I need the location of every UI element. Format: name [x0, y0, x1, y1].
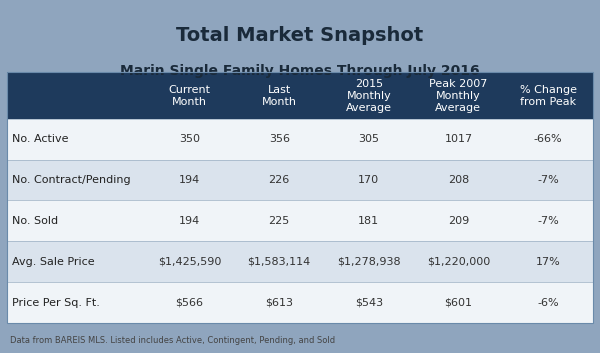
- Text: No. Sold: No. Sold: [12, 216, 58, 226]
- Text: 209: 209: [448, 216, 469, 226]
- Text: Total Market Snapshot: Total Market Snapshot: [176, 26, 424, 45]
- Text: % Change
from Peak: % Change from Peak: [520, 85, 577, 107]
- Text: Current
Month: Current Month: [169, 85, 211, 107]
- Text: 1017: 1017: [445, 134, 472, 144]
- Text: -7%: -7%: [537, 216, 559, 226]
- Text: $543: $543: [355, 298, 383, 307]
- Text: 194: 194: [179, 175, 200, 185]
- Text: $1,220,000: $1,220,000: [427, 257, 490, 267]
- Text: 208: 208: [448, 175, 469, 185]
- Text: 2015
Monthly
Average: 2015 Monthly Average: [346, 79, 392, 113]
- Text: $566: $566: [176, 298, 203, 307]
- Text: Peak 2007
Monthly
Average: Peak 2007 Monthly Average: [429, 79, 488, 113]
- Text: No. Contract/Pending: No. Contract/Pending: [12, 175, 131, 185]
- Text: -7%: -7%: [537, 175, 559, 185]
- Text: -66%: -66%: [533, 134, 562, 144]
- Text: $1,583,114: $1,583,114: [248, 257, 311, 267]
- Text: $1,425,590: $1,425,590: [158, 257, 221, 267]
- FancyBboxPatch shape: [7, 241, 593, 282]
- Text: -6%: -6%: [537, 298, 559, 307]
- Text: Avg. Sale Price: Avg. Sale Price: [12, 257, 95, 267]
- FancyBboxPatch shape: [7, 119, 593, 160]
- FancyBboxPatch shape: [7, 201, 593, 241]
- Text: $1,278,938: $1,278,938: [337, 257, 401, 267]
- Text: Last
Month: Last Month: [262, 85, 297, 107]
- Text: 170: 170: [358, 175, 379, 185]
- Text: 350: 350: [179, 134, 200, 144]
- Text: 17%: 17%: [536, 257, 560, 267]
- Text: 181: 181: [358, 216, 379, 226]
- Text: Price Per Sq. Ft.: Price Per Sq. Ft.: [12, 298, 100, 307]
- Text: No. Active: No. Active: [12, 134, 68, 144]
- Text: 194: 194: [179, 216, 200, 226]
- FancyBboxPatch shape: [7, 282, 593, 323]
- Text: $613: $613: [265, 298, 293, 307]
- Text: 356: 356: [269, 134, 290, 144]
- Text: 305: 305: [358, 134, 379, 144]
- FancyBboxPatch shape: [7, 72, 593, 119]
- FancyBboxPatch shape: [7, 160, 593, 201]
- Text: 226: 226: [269, 175, 290, 185]
- Text: $601: $601: [445, 298, 472, 307]
- Text: 225: 225: [269, 216, 290, 226]
- Text: Data from BAREIS MLS. Listed includes Active, Contingent, Pending, and Sold: Data from BAREIS MLS. Listed includes Ac…: [10, 336, 335, 345]
- Text: Marin Single Family Homes Through July 2016: Marin Single Family Homes Through July 2…: [120, 64, 480, 78]
